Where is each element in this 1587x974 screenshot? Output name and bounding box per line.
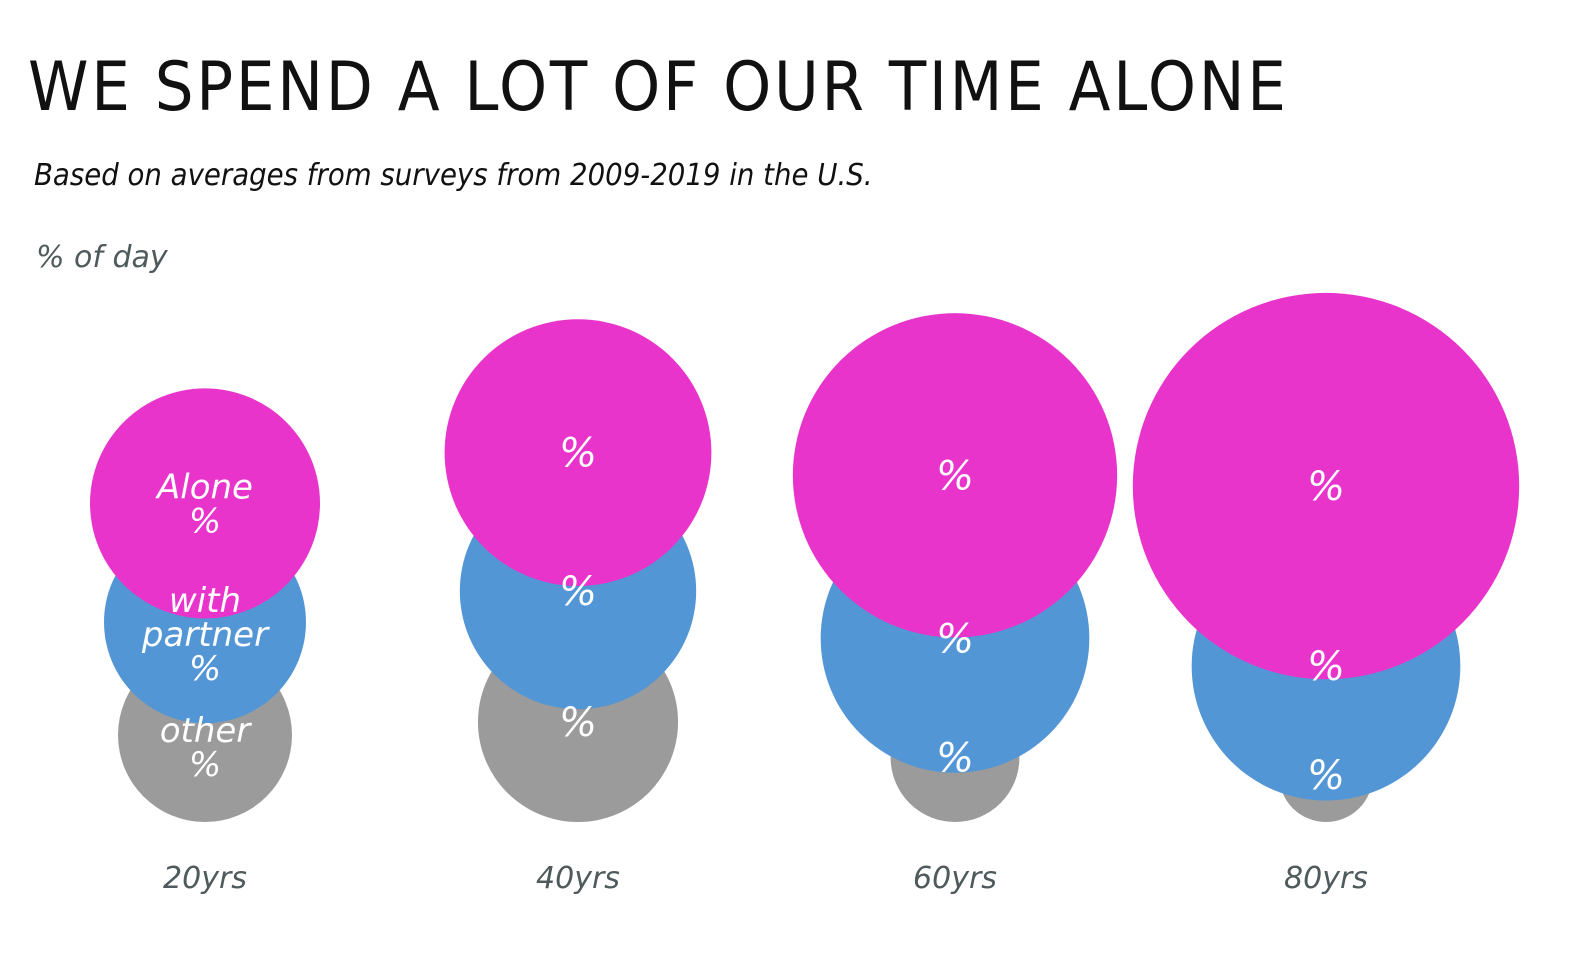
- x-tick-label-20yrs: 20yrs: [163, 861, 247, 896]
- series-label-Alone-20yrs: Alone: [155, 467, 253, 507]
- x-tick-label-80yrs: 80yrs: [1284, 861, 1368, 896]
- bubble-group-60yrs: %%%: [792, 313, 1118, 822]
- value-label-Alone-20yrs: %: [189, 501, 221, 541]
- chart-subtitle: Based on averages from surveys from 2009…: [34, 158, 873, 193]
- value-label-with-partner-40yrs: %: [559, 569, 597, 615]
- bubble-group-40yrs: %%%: [444, 319, 712, 822]
- value-label-Alone-60yrs: %: [936, 453, 974, 499]
- value-label-other-20yrs: %: [189, 745, 221, 785]
- series-label-with-partner-20yrs: partner: [141, 615, 270, 655]
- value-label-with-partner-60yrs: %: [936, 616, 974, 662]
- bubble-Alone-20yrs: [90, 388, 320, 619]
- value-label-Alone-80yrs: %: [1307, 464, 1345, 510]
- series-label-with-partner-20yrs: with: [169, 581, 241, 621]
- bubble-Alone-60yrs: [792, 313, 1118, 638]
- value-label-with-partner-80yrs: %: [1307, 644, 1345, 690]
- x-tick-label-60yrs: 60yrs: [913, 861, 997, 896]
- chart-title: WE SPEND A LOT OF OUR TIME ALONE: [28, 48, 1289, 127]
- value-label-other-60yrs: %: [936, 736, 974, 782]
- unit-label: % of day: [36, 240, 168, 275]
- x-tick-label-40yrs: 40yrs: [536, 861, 620, 896]
- bubble-Alone-40yrs: [444, 319, 712, 587]
- value-label-with-partner-20yrs: %: [189, 649, 221, 689]
- series-label-other-20yrs: other: [160, 711, 253, 751]
- bubble-group-80yrs: %%%: [1132, 292, 1520, 823]
- value-label-other-40yrs: %: [559, 700, 597, 746]
- value-label-other-80yrs: %: [1307, 753, 1345, 799]
- bubble-Alone-80yrs: [1132, 292, 1520, 680]
- value-label-Alone-40yrs: %: [559, 431, 597, 477]
